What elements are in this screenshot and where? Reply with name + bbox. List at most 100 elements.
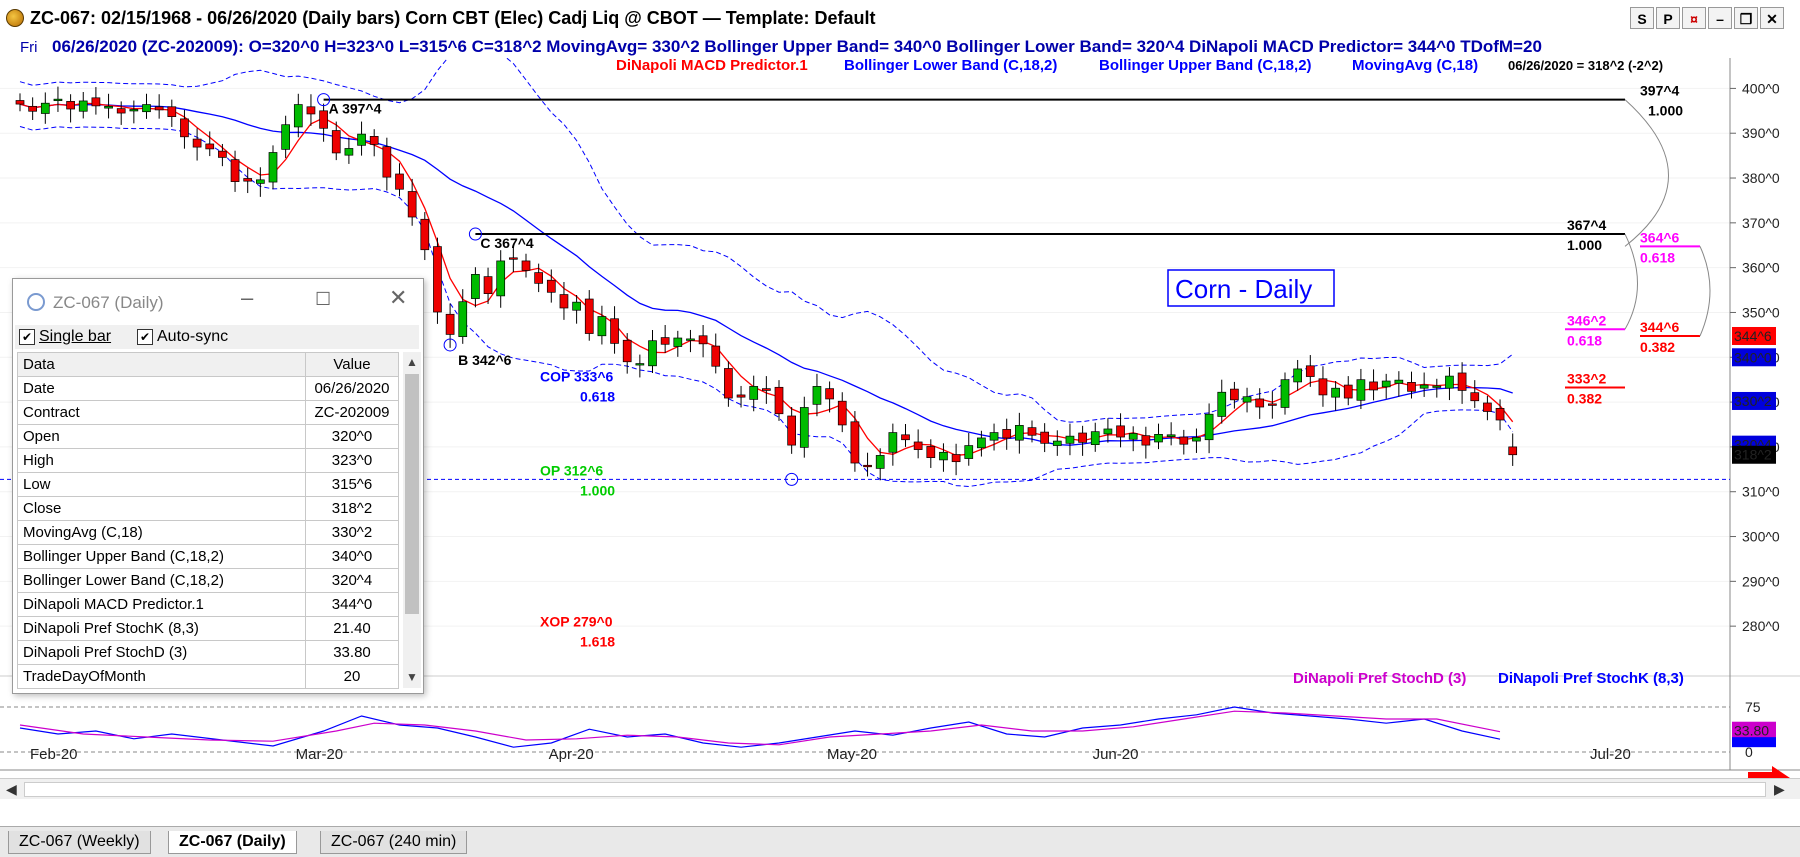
tab-240min[interactable]: ZC-067 (240 min): [320, 831, 468, 854]
close-button[interactable]: ✕: [1760, 7, 1784, 29]
data-window-title: ZC-067 (Daily): [53, 293, 164, 312]
candle-body: [1293, 368, 1303, 383]
objective-ratio: 1.000: [580, 482, 615, 498]
candle-body: [395, 173, 404, 190]
maximize-button[interactable]: ❐: [1734, 7, 1758, 29]
tab-daily[interactable]: ZC-067 (Daily): [168, 831, 297, 854]
scroll-left-icon[interactable]: ◀: [6, 781, 17, 797]
pin-button[interactable]: ¤: [1682, 7, 1706, 29]
candle: [230, 150, 240, 192]
candle: [686, 329, 695, 353]
candle: [951, 443, 961, 476]
stoch-tick: 0: [1745, 744, 1753, 760]
candle-body: [1255, 398, 1265, 408]
candle: [1470, 380, 1480, 408]
candle-body: [939, 451, 948, 461]
candle: [192, 128, 202, 161]
candle-body: [91, 97, 101, 107]
candle: [91, 87, 101, 115]
objective-label: XOP 279^0: [540, 614, 613, 630]
candle-body: [648, 340, 657, 367]
minimize-button[interactable]: –: [1708, 7, 1732, 29]
data-row-label: MovingAvg (C,18): [17, 520, 306, 545]
swing-points: A 397^4 B 342^6 C 367^4: [317, 93, 799, 486]
candle: [850, 411, 860, 472]
objective-ratio: 1.618: [580, 634, 615, 650]
candle: [66, 94, 75, 123]
swing-circle: [785, 472, 799, 486]
swing-circle: [317, 93, 331, 107]
candle: [774, 380, 784, 421]
candle: [243, 167, 253, 194]
fib-price-label: 367^4: [1567, 217, 1607, 233]
candle-body: [1445, 375, 1454, 389]
candle-body: [1230, 388, 1239, 401]
data-row-label: DiNapoli Pref StochK (8,3): [17, 616, 306, 641]
data-row-value: 33.80: [305, 640, 399, 665]
data-window-scrollbar[interactable]: ▲ ▼: [403, 352, 421, 688]
candle-body: [850, 421, 860, 464]
scroll-down-icon[interactable]: ▼: [406, 670, 418, 684]
candle-body: [1381, 380, 1391, 388]
candle: [673, 330, 683, 357]
candle-body: [698, 335, 708, 345]
auto-sync-checkbox[interactable]: ✔: [137, 329, 153, 345]
candle: [1204, 403, 1214, 454]
scroll-up-icon[interactable]: ▲: [406, 355, 418, 369]
data-window[interactable]: ZC-067 (Daily) – ☐ ✕ ✔ Single bar ✔ Auto…: [12, 278, 424, 694]
candle-body: [521, 260, 531, 271]
dw-close-icon[interactable]: ✕: [389, 285, 408, 310]
candle: [420, 212, 430, 261]
stoch-k-tag: [1732, 737, 1776, 748]
legend-item: MovingAvg (C,18): [1352, 58, 1478, 74]
candle: [53, 86, 63, 112]
data-row: Bollinger Upper Band (C,18,2) 340^0: [17, 544, 399, 569]
candle: [1065, 423, 1075, 456]
dw-minimize-icon[interactable]: –: [241, 285, 254, 310]
month-tick: May-20: [827, 746, 877, 763]
tab-weekly[interactable]: ZC-067 (Weekly): [8, 831, 151, 854]
data-row: TradeDayOfMonth 20: [17, 664, 399, 689]
candle: [1242, 387, 1252, 413]
candle-body: [1040, 431, 1050, 444]
legend-item: Bollinger Lower Band (C,18,2): [844, 58, 1057, 74]
horizontal-scrollbar[interactable]: ◀ ▶: [0, 778, 1800, 799]
scroll-right-icon[interactable]: ▶: [1774, 781, 1785, 797]
objective-label: COP 333^6: [540, 368, 614, 384]
candle-body: [559, 294, 569, 309]
candle-body: [863, 464, 872, 468]
dw-maximize-icon[interactable]: ☐: [315, 289, 332, 309]
candle-body: [509, 257, 518, 260]
candle-body: [799, 407, 809, 448]
month-tick: Jul-20: [1590, 746, 1631, 763]
candle-body: [15, 100, 25, 105]
data-row-label: Contract: [17, 400, 306, 425]
legend-item: DiNapoli MACD Predictor.1: [616, 58, 808, 74]
candle: [724, 361, 733, 407]
candle: [1090, 422, 1100, 452]
scroll-track[interactable]: [24, 782, 1766, 797]
annotation: Corn - Daily: [1167, 269, 1335, 307]
data-row-value: 323^0: [305, 448, 399, 473]
stoch-k-line: [19, 706, 1501, 748]
data-row-value: 20: [305, 664, 399, 689]
scroll-arrow-icon[interactable]: [1748, 766, 1790, 778]
scroll-thumb[interactable]: [405, 374, 419, 614]
p-button[interactable]: P: [1656, 7, 1680, 29]
candle: [1179, 429, 1189, 455]
candle: [597, 305, 607, 345]
s-button[interactable]: S: [1630, 7, 1654, 29]
candle-body: [1419, 384, 1429, 389]
candle: [395, 163, 404, 197]
price-tag-box: [1732, 348, 1776, 367]
candle: [357, 121, 366, 156]
price-tick: 290^0: [1742, 573, 1780, 589]
info-day: Fri: [20, 39, 38, 56]
candle: [1040, 423, 1050, 453]
candle: [964, 433, 974, 466]
info-values: 06/26/2020 (ZC-202009): O=320^0 H=323^0 …: [52, 37, 1542, 56]
candle: [1192, 428, 1201, 453]
candle-body: [1267, 403, 1277, 406]
single-bar-checkbox[interactable]: ✔: [19, 329, 35, 345]
candle: [15, 93, 25, 112]
